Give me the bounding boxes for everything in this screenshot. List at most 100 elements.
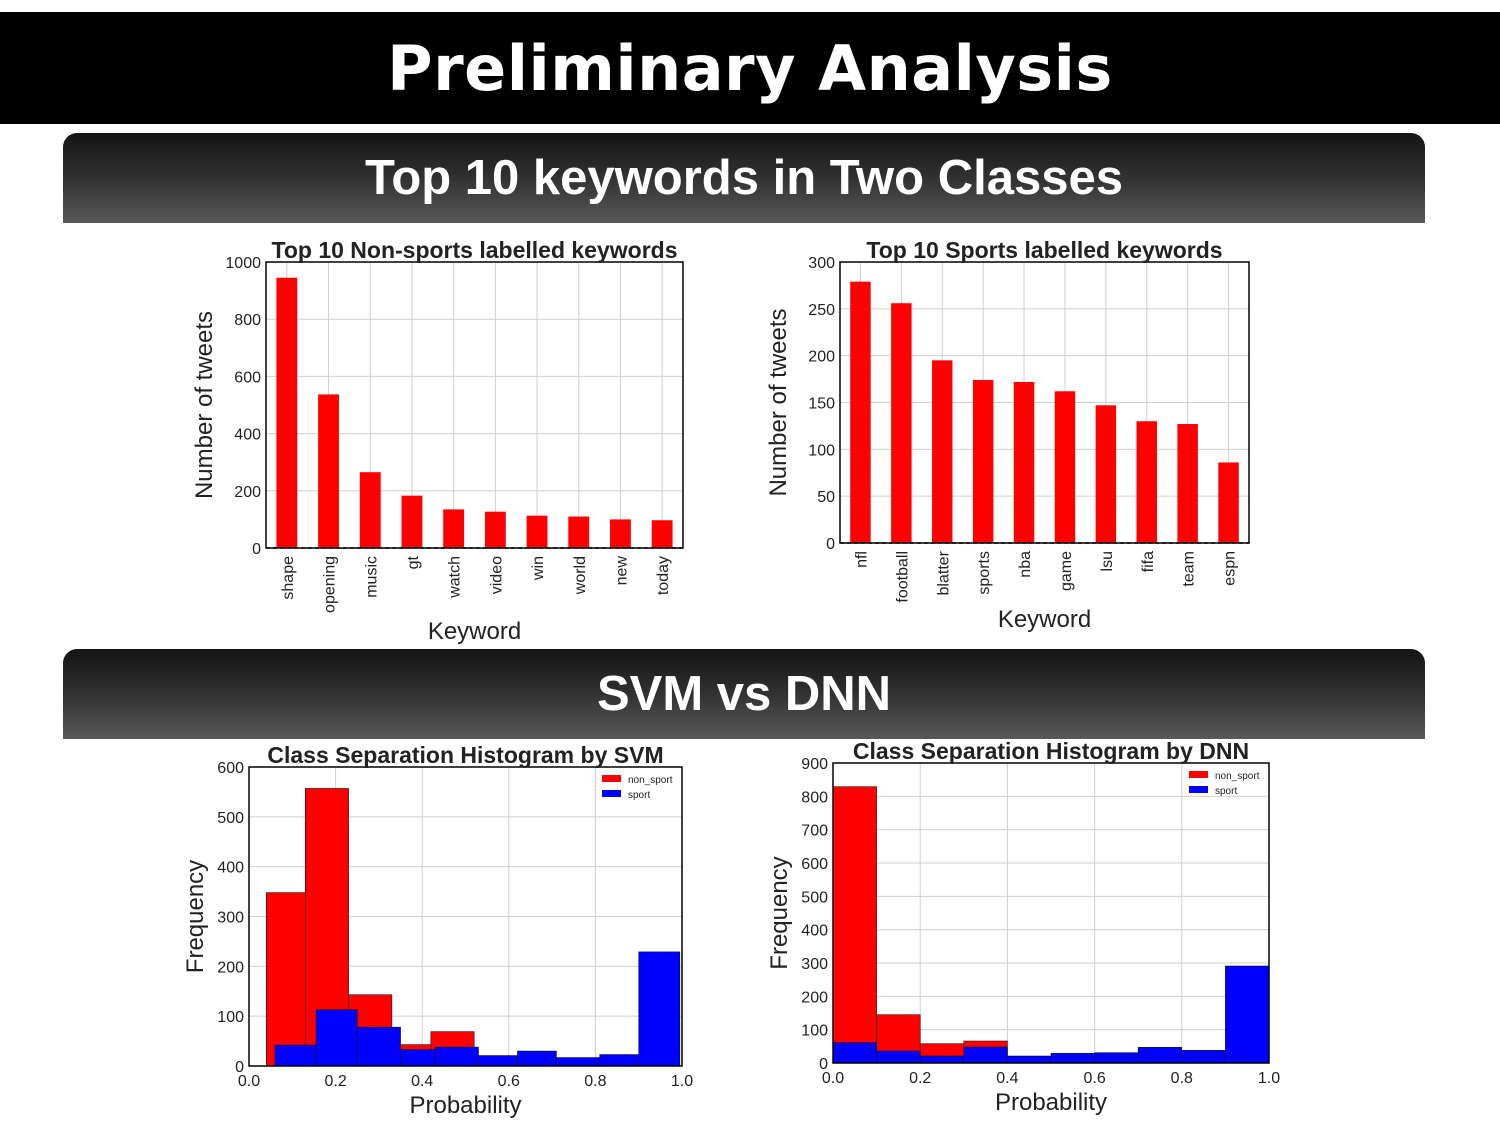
legend-label: non_sport xyxy=(1215,771,1260,782)
y-tick-label: 150 xyxy=(808,396,835,413)
sport-bin xyxy=(556,1057,600,1067)
sport-bin xyxy=(1050,1053,1095,1064)
x-tick-label: 0.6 xyxy=(1083,1070,1105,1087)
y-tick-label: 400 xyxy=(217,860,244,877)
chart-title: Class Separation Histogram by DNN xyxy=(853,738,1249,764)
x-axis-label: Probability xyxy=(409,1092,521,1119)
y-tick-label: 500 xyxy=(217,810,244,827)
y-tick-label: 500 xyxy=(801,889,828,906)
section-header-svm-dnn: SVM vs DNN xyxy=(63,649,1425,739)
sport-bin xyxy=(400,1049,436,1067)
y-tick-label: 50 xyxy=(817,489,835,506)
x-tick-label: nfl xyxy=(853,551,870,568)
sport-bin xyxy=(357,1026,401,1067)
x-axis-label: Keyword xyxy=(428,618,521,645)
chart-title: Top 10 Non-sports labelled keywords xyxy=(272,237,678,263)
y-tick-label: 250 xyxy=(808,302,835,319)
plot-frame xyxy=(832,762,1270,1064)
y-tick-label: 300 xyxy=(217,910,244,927)
sport-bin xyxy=(274,1044,317,1067)
chart-title: Top 10 Sports labelled keywords xyxy=(866,237,1222,263)
section-header-keywords: Top 10 keywords in Two Classes xyxy=(63,133,1425,223)
bar xyxy=(568,516,590,548)
y-axis-label: Frequency xyxy=(766,856,793,969)
x-tick-label: 0.0 xyxy=(822,1070,844,1087)
plot-frame xyxy=(265,261,684,549)
x-tick-label: 0.4 xyxy=(996,1070,1018,1087)
y-tick-label: 200 xyxy=(217,959,244,976)
non-sport-bin xyxy=(266,892,306,1067)
x-tick-label: sports xyxy=(976,551,993,595)
x-tick-label: win xyxy=(530,556,547,581)
x-tick-label: 0.0 xyxy=(238,1073,260,1090)
legend-swatch xyxy=(602,775,621,782)
legend-label: sport xyxy=(1215,786,1237,797)
y-axis-label: Number of tweets xyxy=(765,308,792,496)
bar xyxy=(1136,421,1157,543)
sport-bin xyxy=(517,1050,557,1067)
x-tick-label: world xyxy=(572,556,589,595)
bar xyxy=(1218,462,1239,543)
bar xyxy=(1177,424,1198,543)
sport-bin xyxy=(315,1009,358,1067)
section-title-svm-dnn: SVM vs DNN xyxy=(596,667,892,721)
x-tick-label: watch xyxy=(447,556,464,599)
sport-bin xyxy=(599,1054,639,1067)
y-tick-label: 300 xyxy=(808,255,835,272)
bar xyxy=(932,360,953,543)
x-tick-label: shape xyxy=(280,556,297,600)
x-axis-label: Keyword xyxy=(998,606,1091,633)
bar xyxy=(443,509,465,548)
x-tick-label: 0.8 xyxy=(1171,1070,1193,1087)
bar xyxy=(401,495,423,548)
sport-bin xyxy=(434,1046,479,1067)
y-tick-label: 100 xyxy=(217,1009,244,1026)
bar xyxy=(526,515,548,548)
sport-bin xyxy=(832,1042,877,1064)
y-tick-label: 200 xyxy=(801,989,828,1006)
bar xyxy=(651,520,673,548)
sport-bin xyxy=(1094,1052,1139,1064)
x-tick-label: music xyxy=(363,556,380,598)
y-tick-label: 400 xyxy=(801,923,828,940)
bar xyxy=(484,511,506,548)
y-tick-label: 600 xyxy=(217,760,244,777)
sport-bin xyxy=(638,951,681,1067)
bar xyxy=(850,281,871,543)
y-tick-label: 600 xyxy=(801,856,828,873)
non-sport-bin xyxy=(832,786,877,1064)
x-tick-label: 0.8 xyxy=(584,1073,606,1090)
y-tick-label: 0 xyxy=(235,1059,244,1076)
x-tick-label: 1.0 xyxy=(671,1073,693,1090)
y-tick-label: 100 xyxy=(808,442,835,459)
x-tick-label: video xyxy=(488,556,505,594)
legend-label: sport xyxy=(628,790,650,801)
y-tick-label: 800 xyxy=(234,312,261,329)
legend-swatch xyxy=(1189,771,1208,778)
section-title-keywords: Top 10 keywords in Two Classes xyxy=(365,151,1123,205)
y-tick-label: 1000 xyxy=(225,255,261,272)
sport-bin xyxy=(1181,1050,1226,1064)
x-tick-label: 0.2 xyxy=(324,1073,346,1090)
legend-swatch xyxy=(1189,786,1208,793)
sport-bin xyxy=(478,1055,518,1067)
y-tick-label: 100 xyxy=(801,1023,828,1040)
x-tick-label: team xyxy=(1181,551,1198,587)
x-tick-label: game xyxy=(1058,551,1075,591)
x-tick-label: espn xyxy=(1222,551,1239,586)
bar xyxy=(359,472,381,548)
x-tick-label: fifa xyxy=(1140,551,1157,572)
y-tick-label: 300 xyxy=(801,956,828,973)
bar xyxy=(1095,405,1117,543)
x-tick-label: gt xyxy=(405,555,422,569)
x-tick-label: opening xyxy=(322,556,339,613)
x-tick-label: lsu xyxy=(1099,551,1116,571)
sport-bin xyxy=(876,1050,921,1064)
y-tick-label: 200 xyxy=(234,484,261,501)
y-tick-label: 200 xyxy=(808,349,835,366)
plot-frame xyxy=(839,261,1250,544)
bar xyxy=(276,277,298,548)
x-tick-label: nba xyxy=(1017,551,1034,578)
x-tick-label: 0.4 xyxy=(411,1073,433,1090)
